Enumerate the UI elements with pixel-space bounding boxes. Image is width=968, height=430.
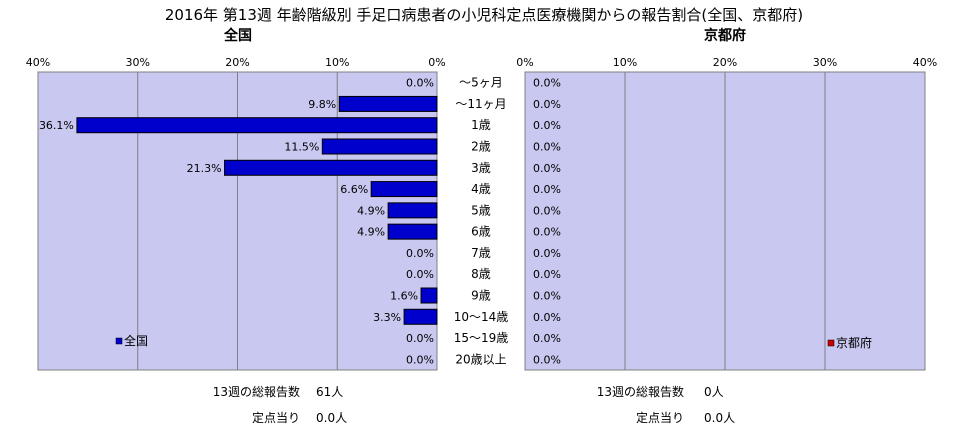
- category-label: 1歳: [471, 118, 491, 132]
- bar-national: [76, 117, 438, 134]
- bar-national: [321, 138, 438, 155]
- category-label: 2歳: [471, 140, 491, 154]
- bar-national: [387, 223, 438, 240]
- data-label-kyoto: 0.0%: [533, 247, 561, 260]
- panel-title-national: 全国: [224, 28, 252, 44]
- data-label-kyoto: 0.0%: [533, 204, 561, 217]
- category-label: 9歳: [471, 289, 491, 303]
- data-label-kyoto: 0.0%: [533, 98, 561, 111]
- x-tick-label-national: 30%: [126, 56, 150, 69]
- data-label-national: 36.1%: [39, 119, 74, 132]
- chart-area: 0% 0% 10% 10% 20% 20% 30% 30% 40% 40% ～5ヶ月 ～11ヶ月 1歳 2…: [26, 56, 937, 371]
- category-label: 8歳: [471, 267, 491, 281]
- category-label: 15～19歳: [454, 331, 509, 345]
- data-label-national: 1.6%: [390, 290, 418, 303]
- category-label: 3歳: [471, 161, 491, 175]
- data-label-national: 0.0%: [406, 268, 434, 281]
- category-label: 6歳: [471, 225, 491, 239]
- data-label-national: 3.3%: [373, 311, 401, 324]
- category-label: 5歳: [471, 203, 491, 217]
- category-label: ～11ヶ月: [455, 97, 506, 111]
- national-per-label: 定点当り: [251, 411, 300, 425]
- panel-title-kyoto: 京都府: [704, 28, 746, 44]
- bar-national: [387, 202, 438, 219]
- bar-national: [420, 287, 438, 304]
- data-label-national: 0.0%: [406, 77, 434, 90]
- category-label: ～5ヶ月: [459, 76, 503, 90]
- data-label-kyoto: 0.0%: [533, 226, 561, 239]
- x-tick-label-national: 20%: [225, 56, 249, 69]
- category-label: 7歳: [471, 246, 491, 260]
- national-total-value: 61人: [316, 385, 344, 399]
- legend-swatch-kyoto: [827, 339, 835, 347]
- x-tick-label-kyoto: 10%: [613, 56, 637, 69]
- data-label-national: 4.9%: [357, 204, 385, 217]
- data-label-kyoto: 0.0%: [533, 332, 561, 345]
- x-tick-label-kyoto: 30%: [813, 56, 837, 69]
- national-per-value: 0.0人: [316, 411, 348, 425]
- x-tick-label-national: 0%: [428, 56, 445, 69]
- x-tick-label-national: 10%: [325, 56, 349, 69]
- bar-national: [370, 181, 438, 198]
- category-label: 10～14歳: [454, 310, 509, 324]
- data-label-national: 4.9%: [357, 226, 385, 239]
- chart-title: 2016年 第13週 年齢階級別 手足口病患者の小児科定点医療機関からの報告割合…: [164, 6, 804, 24]
- legend-label-national: 全国: [124, 333, 148, 348]
- x-tick-label-kyoto: 20%: [713, 56, 737, 69]
- category-label: 4歳: [471, 182, 491, 196]
- data-label-national: 21.3%: [187, 162, 222, 175]
- kyoto-per-label: 定点当り: [635, 411, 684, 425]
- x-tick-label-kyoto: 0%: [516, 56, 533, 69]
- bar-national: [403, 308, 438, 325]
- data-label-kyoto: 0.0%: [533, 268, 561, 281]
- legend-swatch-national: [115, 337, 123, 345]
- legend-label-kyoto: 京都府: [836, 335, 872, 350]
- data-label-kyoto: 0.0%: [533, 290, 561, 303]
- kyoto-total-label: 13週の総報告数: [596, 385, 684, 399]
- x-tick-label-kyoto: 40%: [913, 56, 937, 69]
- data-label-national: 0.0%: [406, 353, 434, 366]
- data-label-national: 9.8%: [308, 98, 336, 111]
- x-tick-label-national: 40%: [26, 56, 50, 69]
- data-label-kyoto: 0.0%: [533, 119, 561, 132]
- data-label-kyoto: 0.0%: [533, 311, 561, 324]
- bar-national: [224, 159, 438, 176]
- data-label-kyoto: 0.0%: [533, 141, 561, 154]
- national-total-label: 13週の総報告数: [212, 385, 300, 399]
- data-label-national: 0.0%: [406, 332, 434, 345]
- kyoto-total-value: 0人: [704, 385, 724, 399]
- kyoto-per-value: 0.0人: [704, 411, 736, 425]
- data-label-kyoto: 0.0%: [533, 183, 561, 196]
- data-label-kyoto: 0.0%: [533, 353, 561, 366]
- data-label-national: 11.5%: [284, 141, 319, 154]
- data-label-national: 0.0%: [406, 247, 434, 260]
- data-label-national: 6.6%: [340, 183, 368, 196]
- bar-national: [338, 95, 438, 112]
- data-label-kyoto: 0.0%: [533, 77, 561, 90]
- category-label: 20歳以上: [455, 352, 506, 366]
- data-label-kyoto: 0.0%: [533, 162, 561, 175]
